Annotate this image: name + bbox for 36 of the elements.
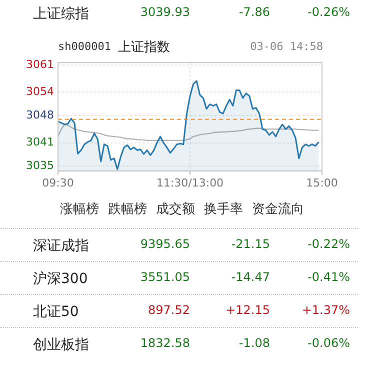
text: -0.41% <box>306 270 350 284</box>
y-tick-label: 3048 <box>26 108 54 122</box>
text: -7.86 <box>238 5 270 19</box>
text: -0.26% <box>306 5 350 19</box>
text: -14.47 <box>230 270 270 284</box>
text: 创业板指 <box>33 336 90 354</box>
x-tick-label: 11:30/13:00 <box>156 176 224 190</box>
y-tick-label: 3054 <box>26 85 54 98</box>
text: -21.15 <box>230 236 270 250</box>
text: 3039.93 <box>139 5 190 19</box>
text: 3551.05 <box>139 270 190 284</box>
x-tick-label: 15:00 <box>306 176 338 190</box>
text: 03-06 14:58 <box>250 40 323 53</box>
y-tick-label: 3041 <box>26 136 54 149</box>
text: 沪深300 <box>33 270 89 288</box>
text: +1.37% <box>300 302 350 316</box>
text: +12.15 <box>224 302 270 316</box>
text: 资金流向 <box>252 201 304 218</box>
text: -0.06% <box>306 336 350 350</box>
text: 涨幅榜 <box>60 201 99 218</box>
text: 跌幅榜 <box>108 201 147 218</box>
text: 成交额 <box>156 201 195 218</box>
text: 897.52 <box>147 302 190 316</box>
text: 深证成指 <box>33 236 90 254</box>
text: -0.22% <box>306 236 350 250</box>
chart-title: 上证指数 <box>118 39 170 56</box>
y-tick-label: 3035 <box>26 158 54 172</box>
text: 换手率 <box>204 201 243 218</box>
text: 上证综指 <box>33 5 90 23</box>
text: 北证50 <box>33 302 80 320</box>
text: 9395.65 <box>139 236 190 250</box>
chart-subtitle: sh000001 <box>58 40 111 53</box>
x-tick-label: 09:30 <box>42 176 74 190</box>
text: 1832.58 <box>139 336 190 350</box>
text: -1.08 <box>238 336 270 350</box>
y-tick-label: 3061 <box>26 58 54 71</box>
